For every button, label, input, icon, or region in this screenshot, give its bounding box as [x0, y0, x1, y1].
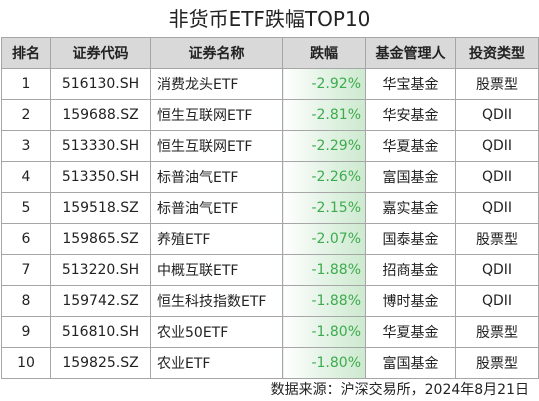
table-cell: 华夏基金: [365, 130, 456, 162]
table-cell: QDII: [455, 161, 539, 193]
column-header: 跌幅: [282, 37, 366, 69]
column-header: 证券名称: [150, 37, 283, 69]
table-cell: 股票型: [455, 223, 539, 255]
table-cell: 中概互联ETF: [150, 254, 283, 286]
table-cell: 159518.SZ: [50, 192, 151, 224]
table-cell: 159688.SZ: [50, 99, 151, 131]
column-header: 投资类型: [455, 37, 539, 69]
table-cell: 恒生互联网ETF: [150, 130, 283, 162]
table-cell: QDII: [455, 285, 539, 317]
table-row: 7 513220.SH 中概互联ETF -1.88% 招商基金 QDII: [1, 254, 539, 286]
table-cell: 博时基金: [365, 285, 456, 317]
source-note: 数据来源：沪深交易所，2024年8月21日: [270, 382, 529, 398]
table-cell: 513220.SH: [50, 254, 151, 286]
header-row: 排名 证券代码 证券名称 跌幅 基金管理人 投资类型: [1, 37, 539, 69]
column-header: 证券代码: [50, 37, 151, 69]
table-cell: QDII: [455, 99, 539, 131]
table-cell: -2.29%: [282, 130, 366, 162]
table-cell: -1.88%: [282, 285, 366, 317]
table-cell: 516810.SH: [50, 316, 151, 348]
table-cell: QDII: [455, 254, 539, 286]
table-cell: 恒生科技指数ETF: [150, 285, 283, 317]
table-cell: 养殖ETF: [150, 223, 283, 255]
table-cell: 1: [1, 68, 51, 100]
title: 非货币ETF跌幅TOP10: [168, 7, 371, 31]
table-cell: 8: [1, 285, 51, 317]
table-row: 4 513350.SH 标普油气ETF -2.26% 富国基金 QDII: [1, 161, 539, 193]
table-cell: -1.80%: [282, 316, 366, 348]
table-cell: 标普油气ETF: [150, 161, 283, 193]
table-cell: 股票型: [455, 316, 539, 348]
table-cell: 159825.SZ: [50, 347, 151, 379]
table-cell: QDII: [455, 192, 539, 224]
table-row: 8 159742.SZ 恒生科技指数ETF -1.88% 博时基金 QDII: [1, 285, 539, 317]
table-cell: 农业ETF: [150, 347, 283, 379]
table-row: 5 159518.SZ 标普油气ETF -2.15% 嘉实基金 QDII: [1, 192, 539, 224]
table-cell: 159742.SZ: [50, 285, 151, 317]
table-cell: 富国基金: [365, 161, 456, 193]
table-row: 1 516130.SH 消费龙头ETF -2.92% 华宝基金 股票型: [1, 68, 539, 100]
table-cell: -1.80%: [282, 347, 366, 379]
table-cell: 标普油气ETF: [150, 192, 283, 224]
table-cell: 招商基金: [365, 254, 456, 286]
table-cell: 3: [1, 130, 51, 162]
table-cell: -2.07%: [282, 223, 366, 255]
table-cell: 5: [1, 192, 51, 224]
table-body: 1 516130.SH 消费龙头ETF -2.92% 华宝基金 股票型 2 159688.SZ…: [1, 68, 539, 379]
table-row: 3 513330.SH 恒生互联网ETF -2.29% 华夏基金 QDII: [1, 130, 539, 162]
table-cell: 7: [1, 254, 51, 286]
table-cell: 9: [1, 316, 51, 348]
table-cell: -1.88%: [282, 254, 366, 286]
table-cell: 10: [1, 347, 51, 379]
table-row: 9 516810.SH 农业50ETF -1.80% 华夏基金 股票型: [1, 316, 539, 348]
table-cell: 股票型: [455, 347, 539, 379]
table-cell: 农业50ETF: [150, 316, 283, 348]
table-cell: 股票型: [455, 68, 539, 100]
table: 排名 证券代码 证券名称 跌幅 基金管理人 投资类型 1 516130.SH 消费龙头ETF -…: [1, 37, 539, 379]
table-cell: 513350.SH: [50, 161, 151, 193]
table-cell: 159865.SZ: [50, 223, 151, 255]
table-cell: -2.15%: [282, 192, 366, 224]
table-cell: 恒生互联网ETF: [150, 99, 283, 131]
table-cell: 4: [1, 161, 51, 193]
table-cell: 华宝基金: [365, 68, 456, 100]
table-row: 6 159865.SZ 养殖ETF -2.07% 国泰基金 股票型: [1, 223, 539, 255]
table-cell: -2.26%: [282, 161, 366, 193]
table-row: 10 159825.SZ 农业ETF -1.80% 富国基金 股票型: [1, 347, 539, 379]
table-cell: 富国基金: [365, 347, 456, 379]
table-row: 2 159688.SZ 恒生互联网ETF -2.81% 华安基金 QDII: [1, 99, 539, 131]
table-cell: 6: [1, 223, 51, 255]
table-cell: 2: [1, 99, 51, 131]
table-cell: 国泰基金: [365, 223, 456, 255]
table-cell: 华夏基金: [365, 316, 456, 348]
column-header: 基金管理人: [365, 37, 456, 69]
table-cell: -2.81%: [282, 99, 366, 131]
table-cell: 华安基金: [365, 99, 456, 131]
table-cell: QDII: [455, 130, 539, 162]
table-cell: -2.92%: [282, 68, 366, 100]
table-cell: 513330.SH: [50, 130, 151, 162]
table-cell: 516130.SH: [50, 68, 151, 100]
column-header: 排名: [1, 37, 51, 69]
table-cell: 消费龙头ETF: [150, 68, 283, 100]
table-cell: 嘉实基金: [365, 192, 456, 224]
